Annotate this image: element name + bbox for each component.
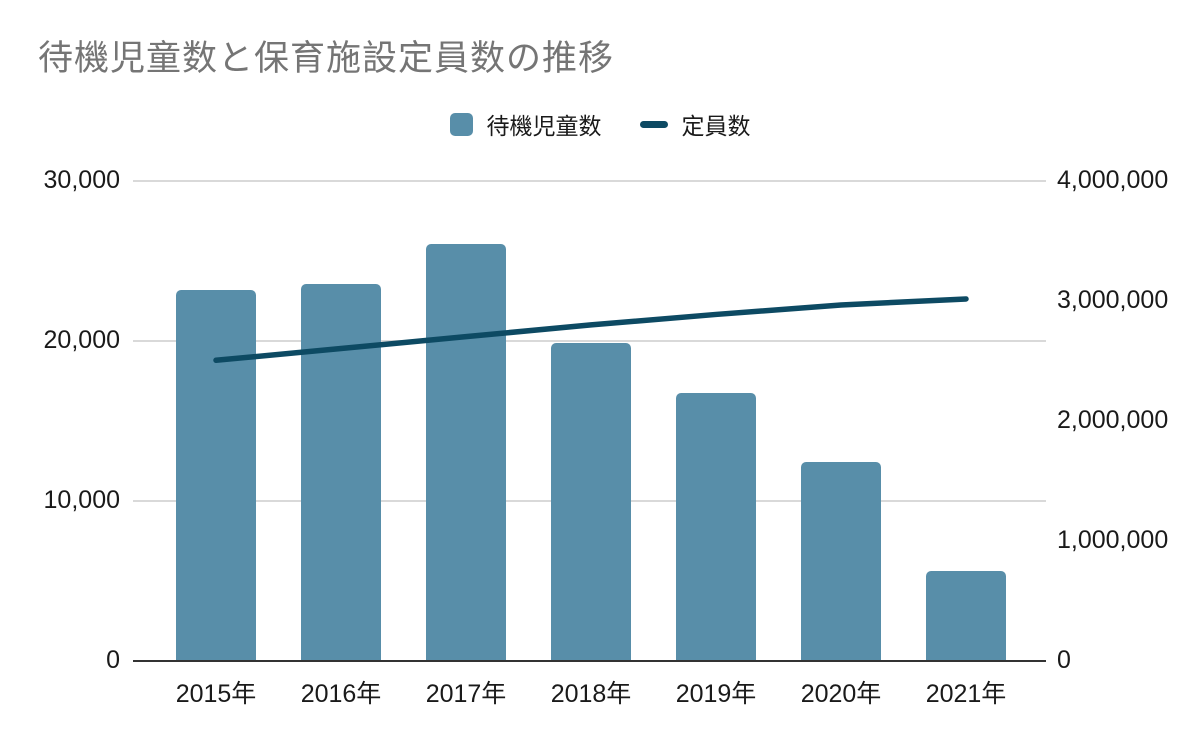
bar-swatch-icon <box>449 112 473 136</box>
x-axis-line <box>133 660 1046 662</box>
left-axis-tick-label: 0 <box>106 646 120 674</box>
left-axis-tick-label: 10,000 <box>43 486 120 514</box>
x-axis-category-label: 2017年 <box>425 680 507 708</box>
right-axis-tick-label: 0 <box>1057 646 1071 674</box>
bar <box>676 392 756 661</box>
legend-label-line-series: 定員数 <box>681 113 751 139</box>
x-axis-category-label: 2015年 <box>175 680 257 708</box>
bar <box>801 461 881 661</box>
legend-label-bar-series: 待機児童数 <box>486 113 602 139</box>
bar <box>176 290 256 661</box>
gridline <box>133 340 1046 342</box>
bar <box>426 243 506 661</box>
gridline <box>133 180 1046 182</box>
legend: 待機児童数 定員数 <box>0 107 1200 141</box>
x-axis-category-label: 2018年 <box>550 680 632 708</box>
x-axis-category-label: 2016年 <box>300 680 382 708</box>
x-axis-category-label: 2020年 <box>800 680 882 708</box>
chart-title: 待機児童数と保育施設定員数の推移 <box>38 39 615 78</box>
x-axis-category-label: 2019年 <box>675 680 757 708</box>
x-axis-category-label: 2021年 <box>925 680 1007 708</box>
left-axis-tick-label: 30,000 <box>43 166 120 194</box>
bar <box>926 570 1006 661</box>
right-axis-tick-label: 1,000,000 <box>1057 526 1169 554</box>
right-axis-tick-label: 4,000,000 <box>1057 166 1169 194</box>
line-swatch-icon <box>639 120 668 128</box>
bar <box>551 342 631 661</box>
legend-item-bar-series: 待機児童数 <box>449 107 602 141</box>
right-axis-tick-label: 3,000,000 <box>1057 286 1169 314</box>
right-axis-tick-label: 2,000,000 <box>1057 406 1169 434</box>
legend-item-line-series: 定員数 <box>639 107 751 141</box>
left-axis-tick-label: 20,000 <box>43 326 120 354</box>
